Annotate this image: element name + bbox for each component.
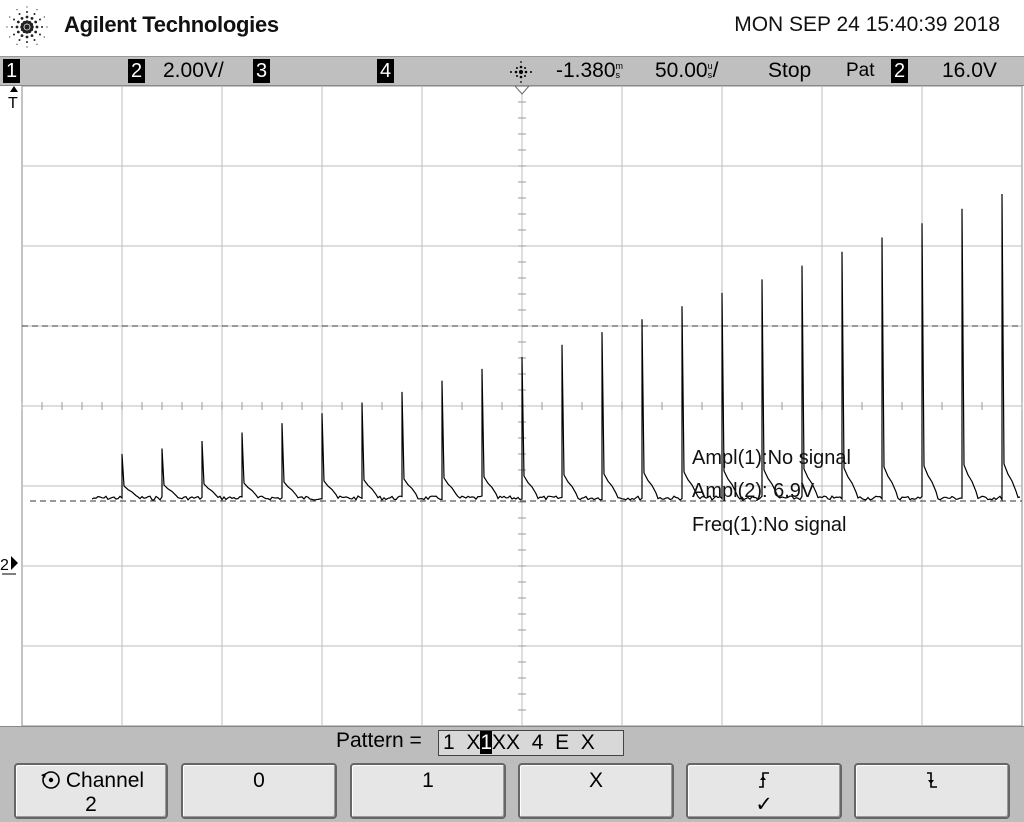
time-offset-readout: -1.380m s xyxy=(556,58,623,84)
channel-2-ground-marker: 2 xyxy=(0,556,18,575)
time-scale-slash: / xyxy=(712,59,719,82)
pattern-bits-before: 1 X xyxy=(443,731,481,754)
measurement-ampl-1: Ampl(1):No signal xyxy=(692,447,851,469)
brand-name: Agilent Technologies xyxy=(64,12,279,37)
trigger-level: 16.0V xyxy=(942,59,997,82)
datetime-readout: MON SEP 24 15:40:39 2018 xyxy=(734,13,1000,36)
trigger-source-indicator: 2 xyxy=(891,59,908,83)
rising-edge-icon xyxy=(759,772,769,788)
time-offset-unit-seconds: s xyxy=(615,70,621,80)
trigger-position-marker xyxy=(513,85,531,95)
channel-2-indicator[interactable]: 2 xyxy=(128,59,145,83)
waveform-display[interactable]: T 2 Ampl(1):No signal Ampl(2): 6.9V Freq… xyxy=(0,85,1024,727)
time-scale-readout: 50.00u s/ xyxy=(655,58,718,84)
channel-select-softkey[interactable]: Channel 2 xyxy=(14,763,168,819)
pattern-0-label: 0 xyxy=(253,769,265,792)
channel-2-trace xyxy=(91,193,1021,502)
channel-2-ground-label: 2 xyxy=(0,557,9,574)
header: Agilent Technologies MON SEP 24 15:40:39… xyxy=(0,0,1024,56)
trigger-level-label: T xyxy=(8,95,18,112)
rising-edge-softkey[interactable]: ✓ xyxy=(686,763,842,819)
pattern-x-label: X xyxy=(588,769,603,792)
pattern-0-softkey[interactable]: 0 xyxy=(181,763,337,819)
time-scale-unit-seconds: s xyxy=(707,70,713,80)
channel-2-scale: 2.00V/ xyxy=(163,59,224,82)
channel-1-indicator[interactable]: 1 xyxy=(3,59,20,83)
waveform-graticule: T 2 Ampl(1):No signal Ampl(2): 6.9V Freq… xyxy=(0,85,1023,727)
rotate-knob-icon xyxy=(40,771,60,789)
pattern-bits-after: XX 4 E X xyxy=(492,731,595,754)
pattern-1-softkey[interactable]: 1 xyxy=(350,763,506,819)
run-state[interactable]: Stop xyxy=(768,59,812,82)
time-scale-value: 50.00 xyxy=(655,59,708,82)
measurement-ampl-2: Ampl(2): 6.9V xyxy=(692,480,815,502)
channel-softkey-label: Channel xyxy=(16,769,166,793)
pattern-selected-bit[interactable]: 1 xyxy=(480,731,493,754)
time-offset-value: -1.380 xyxy=(556,59,616,82)
channel-3-indicator[interactable]: 3 xyxy=(253,59,270,83)
measurement-readouts: Ampl(1):No signal Ampl(2): 6.9V Freq(1):… xyxy=(692,447,851,536)
pattern-value-field[interactable]: 1 X1XX 4 E X xyxy=(438,730,624,756)
softkey-bar: Pattern = 1 X1XX 4 E X Channel 2 0 1 X ✓ xyxy=(0,726,1024,822)
time-reference-icon xyxy=(510,61,532,83)
channel-softkey-value: 2 xyxy=(85,793,97,816)
status-bar: 1 2 2.00V/ 3 4 -1.380m s 50.00u s/ Stop Pa… xyxy=(0,56,1024,86)
falling-edge-icon xyxy=(927,772,937,788)
agilent-spark-logo-icon xyxy=(6,6,48,48)
time-scale-unit: u xyxy=(707,61,713,71)
trigger-level-marker: T xyxy=(8,86,18,112)
falling-edge-softkey[interactable] xyxy=(854,763,1010,819)
pattern-x-softkey[interactable]: X xyxy=(518,763,674,819)
trigger-mode: Pat xyxy=(846,60,875,81)
channel-softkey-text: Channel xyxy=(65,769,145,792)
pattern-1-label: 1 xyxy=(422,769,434,792)
rising-edge-selected-check: ✓ xyxy=(755,793,773,816)
time-offset-unit: m xyxy=(615,61,624,71)
channel-4-indicator[interactable]: 4 xyxy=(377,59,394,83)
measurement-freq-1: Freq(1):No signal xyxy=(692,514,847,536)
pattern-label: Pattern = xyxy=(336,729,422,752)
